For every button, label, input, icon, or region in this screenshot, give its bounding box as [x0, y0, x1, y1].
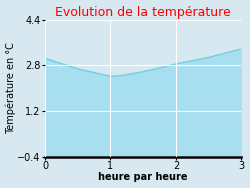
Title: Evolution de la température: Evolution de la température [55, 6, 231, 19]
Y-axis label: Température en °C: Température en °C [6, 42, 16, 134]
X-axis label: heure par heure: heure par heure [98, 172, 188, 182]
